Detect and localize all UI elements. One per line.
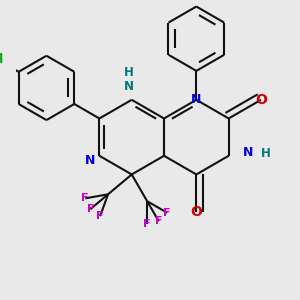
Text: N: N <box>85 154 95 167</box>
Text: O: O <box>190 205 202 219</box>
Text: F: F <box>143 219 151 230</box>
Text: N: N <box>243 146 253 159</box>
Text: F: F <box>164 208 171 218</box>
Text: H: H <box>124 66 134 79</box>
Text: F: F <box>155 216 163 226</box>
Text: N: N <box>124 80 134 93</box>
Text: F: F <box>87 204 94 214</box>
Text: F: F <box>82 193 89 203</box>
Text: N: N <box>191 93 202 106</box>
Text: O: O <box>255 93 267 107</box>
Text: H: H <box>261 147 271 161</box>
Text: F: F <box>96 211 104 221</box>
Text: Cl: Cl <box>0 53 4 66</box>
